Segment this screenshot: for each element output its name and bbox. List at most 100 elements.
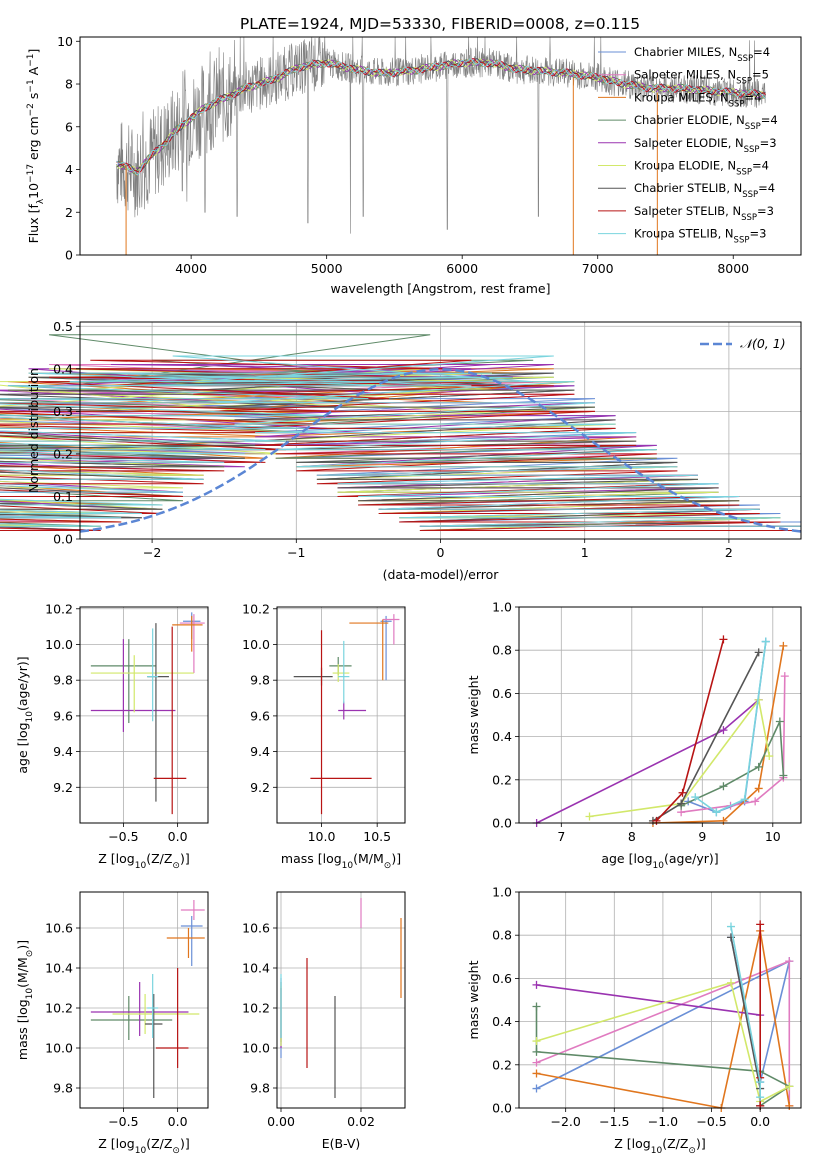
age-vs-z-ylabel-part: age [log (15, 722, 30, 773)
spectrum-legend-label: Kroupa STELIB, NSSP=3 (634, 227, 766, 246)
massweight-vs-age-series-line (655, 639, 725, 822)
age-vs-z-xlabel-part: 10 (135, 861, 147, 871)
age-vs-mass-ytick-label: 9.2 (250, 780, 270, 795)
spectrum-ytick-label: 2 (65, 205, 73, 220)
age-vs-z-xlabel-part: Z [log (98, 851, 134, 866)
massweight-vs-z-point-marker (532, 1058, 541, 1067)
spectrum-axes: 4000 5000 6000 7000 8000 0 2 4 6 8 10 wavelength [A… (26, 34, 802, 296)
spectrum-legend-label-part: =4 (761, 113, 778, 127)
massweight-vs-z-ytick-label: 0.8 (492, 928, 512, 943)
mass-vs-ebv-xlabel: E(B-V) (322, 1136, 361, 1151)
residuals-ytick-label: 0.3 (53, 404, 73, 419)
massweight-vs-age-point-marker (719, 726, 728, 735)
spectrum-legend-label-part: SSP (737, 54, 753, 64)
residuals-ylabel: Normed distribution (26, 368, 41, 493)
massweight-vs-age-ytick-label: 0.6 (492, 686, 512, 701)
mass-vs-ebv-ytick-label: 9.8 (250, 1081, 270, 1096)
spectrum-legend-label: Kroupa ELODIE, NSSP=4 (634, 159, 769, 178)
massweight-vs-z-point-marker (756, 1078, 765, 1087)
residuals-histogram-series (0, 355, 801, 527)
massweight-vs-age-point-marker (678, 788, 687, 797)
spectrum-ytick-label: 10 (57, 34, 73, 49)
massweight-vs-age-xlabel-part: age [log (601, 851, 652, 866)
mass-vs-z-xlabel-part: )] (180, 1136, 190, 1151)
spectrum-legend-label-part: Chabrier MILES, N (634, 45, 737, 59)
mass-vs-z-ytick-label: 10.6 (45, 921, 73, 936)
mass-vs-ebv-xtick-label: 0.00 (267, 1114, 295, 1129)
spectrum-legend-label-part: =4 (753, 45, 770, 59)
spectrum-legend-label-part: SSP (736, 77, 752, 87)
residuals-ytick-label: 0.5 (53, 319, 73, 334)
spectrum-legend-label-part: =3 (757, 204, 774, 218)
spectrum-frame (79, 36, 802, 256)
massweight-vs-z-point-marker (726, 978, 735, 987)
mass-vs-z-axes: −0.5 0.09.810.010.210.410.6Z [log10(Z/Z⊙)… (15, 891, 209, 1156)
massweight-vs-age-point-marker (740, 795, 749, 804)
age-vs-mass-xtick-label: 10.0 (308, 829, 336, 844)
residuals-xtick-label: 1 (581, 545, 589, 560)
mass-vs-z-frame (79, 891, 209, 1109)
massweight-vs-age-series-line (652, 645, 785, 824)
spectrum-ytick-label: 4 (65, 162, 73, 177)
spectrum-legend-label-part: Salpeter STELIB, N (634, 204, 741, 218)
spectrum-xtick-label: 8000 (717, 261, 749, 276)
mass-vs-z-xtick-label: 0.0 (168, 1114, 188, 1129)
age-vs-mass-frame (276, 606, 406, 824)
age-vs-mass-ytick-label: 10.2 (242, 601, 270, 616)
age-vs-mass-ytick-label: 9.6 (250, 708, 270, 723)
mass-vs-z-xtick-label: −0.5 (108, 1114, 138, 1129)
massweight-vs-z-xtick-label: 0.0 (750, 1114, 770, 1129)
spectrum-ylabel-part: A (26, 66, 41, 79)
massweight-vs-age-series-line (589, 697, 771, 818)
spectrum-model-line (116, 58, 766, 176)
age-vs-z-ylabel-part: (age/yr)] (15, 656, 30, 711)
spectrum-legend-label-part: SSP (736, 168, 752, 178)
massweight-vs-age-ytick-label: 1.0 (492, 600, 512, 615)
massweight-vs-z-point-marker (532, 1047, 541, 1056)
massweight-vs-z-axes: −2.0 −1.5 −1.0 −0.5 0.0 0.0 0.2 0.4 0.6 0.8 1.0 Z [… (466, 885, 802, 1156)
massweight-vs-age-point-marker (765, 752, 774, 761)
massweight-vs-z-point-marker (785, 1082, 794, 1091)
massweight-vs-z-ytick-label: 0.6 (492, 971, 512, 986)
mass-vs-ebv-axes: 0.00 0.02 9.8 10.0 10.2 10.4 10.6 E(B-V) (242, 891, 406, 1151)
age-vs-z-xtick-label: −0.5 (108, 829, 138, 844)
massweight-vs-z-point-marker (726, 922, 735, 931)
age-vs-z-frame (79, 606, 209, 824)
massweight-vs-z-point-marker (532, 1069, 541, 1078)
spectrum-legend-label-part: Chabrier ELODIE, N (634, 113, 745, 127)
age-vs-mass-axes: 10.0 10.5 9.2 9.4 9.6 9.8 10.0 10.2 mass [log10(… (242, 601, 406, 871)
spectrum-xtick-label: 6000 (446, 261, 478, 276)
age-vs-mass-ytick-label: 9.8 (250, 673, 270, 688)
spectrum-ylabel-part: −1 (26, 79, 36, 92)
age-vs-mass-xlabel: mass [log10(M/M⊙)] (281, 851, 401, 871)
massweight-vs-z-ytick-label: 0.0 (492, 1101, 512, 1116)
massweight-vs-z-xlabel-part: ⊙ (688, 1146, 696, 1156)
massweight-vs-z-xtick-label: −1.0 (648, 1114, 678, 1129)
residuals-xtick-label: −1 (287, 545, 305, 560)
massweight-vs-age-xlabel: age [log10(age/yr)] (601, 851, 718, 871)
spectrum-xlabel: wavelength [Angstrom, rest frame] (330, 281, 550, 296)
mass-vs-z-ytick-label: 10.4 (45, 961, 73, 976)
massweight-vs-age-point-marker (719, 782, 728, 791)
mass-vs-z-xlabel: Z [log10(Z/Z⊙)] (98, 1136, 189, 1156)
age-vs-mass-ytick-label: 9.4 (250, 744, 270, 759)
mass-vs-z-ytick-label: 10.0 (45, 1041, 73, 1056)
massweight-vs-z-xlabel-part: 10 (651, 1146, 663, 1156)
residuals-ytick-label: 0.1 (53, 489, 73, 504)
spectrum-legend-label-part: SSP (741, 213, 757, 223)
age-vs-z-xlabel-part: )] (180, 851, 190, 866)
mass-vs-z-ytick-label: 9.8 (53, 1081, 73, 1096)
massweight-vs-z-ytick-label: 0.4 (492, 1014, 512, 1029)
massweight-vs-z-xlabel-part: (Z/Z (662, 1136, 688, 1151)
figure-title: PLATE=1924, MJD=53330, FIBERID=0008, z=0… (240, 15, 640, 33)
spectrum-ylabel-part: Flux [f (26, 204, 41, 244)
mass-vs-z-ylabel-part: 10 (25, 988, 35, 1000)
massweight-vs-age-point-marker (719, 816, 728, 825)
massweight-vs-z-point-marker (532, 1002, 541, 1011)
spectrum-ylabel-part: λ (36, 198, 46, 204)
massweight-vs-z-xtick-label: −2.0 (550, 1114, 580, 1129)
massweight-vs-z-point-marker (785, 1101, 794, 1110)
residuals-normal-curve (79, 368, 802, 533)
massweight-vs-z-series-line (536, 981, 790, 1103)
spectrum-xtick-label: 5000 (311, 261, 343, 276)
